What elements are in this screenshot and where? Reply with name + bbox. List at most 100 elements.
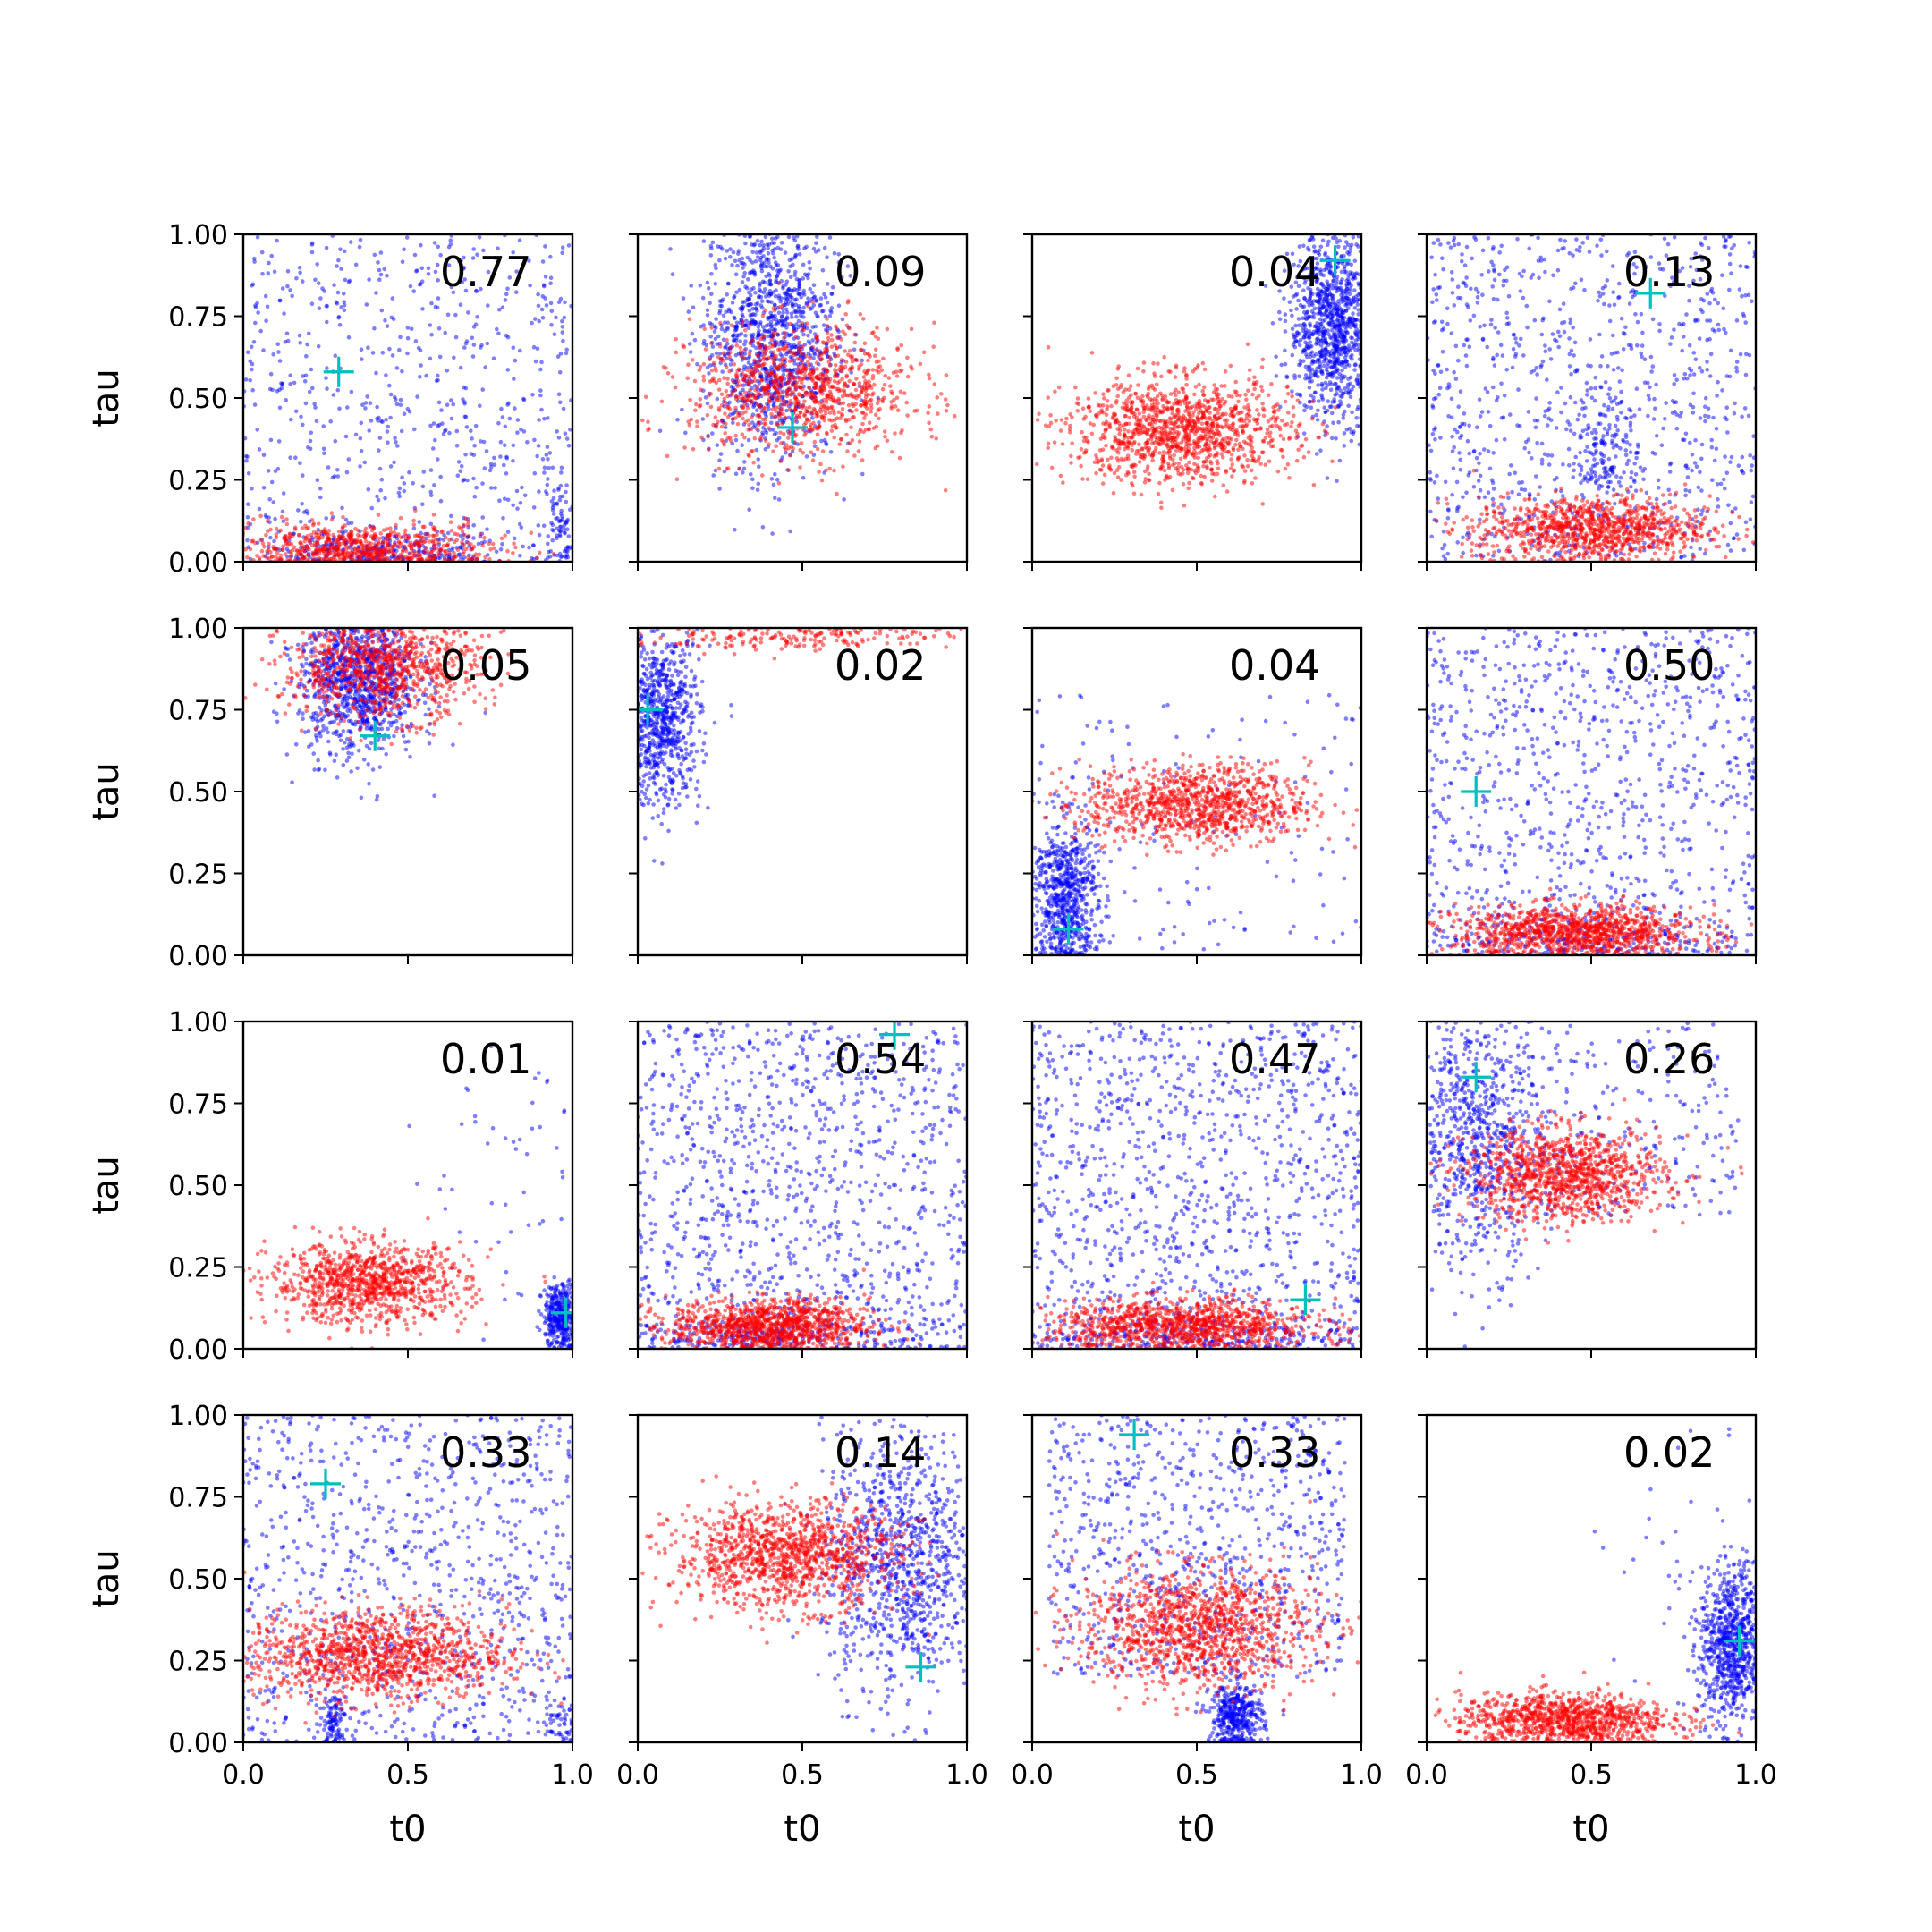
blue-series-point bbox=[811, 283, 817, 288]
blue-series-point bbox=[718, 360, 723, 366]
blue-series-point bbox=[479, 439, 483, 444]
blue-series-point bbox=[1308, 295, 1313, 300]
red-series-point bbox=[416, 544, 421, 548]
red-series-point bbox=[354, 537, 360, 542]
blue-series-point bbox=[817, 248, 821, 252]
blue-series-point bbox=[453, 335, 459, 340]
red-series-point bbox=[814, 411, 819, 416]
blue-series-point bbox=[746, 277, 750, 282]
blue-series-point bbox=[1283, 312, 1288, 317]
blue-series-point bbox=[759, 239, 764, 244]
blue-series-point bbox=[1326, 328, 1330, 333]
blue-series-point bbox=[784, 321, 790, 326]
blue-series-point bbox=[717, 487, 722, 491]
red-series-point bbox=[793, 418, 798, 422]
red-series-point bbox=[844, 384, 850, 389]
red-series-point bbox=[246, 521, 250, 526]
blue-series-point bbox=[1348, 394, 1353, 400]
blue-series-point bbox=[754, 345, 758, 351]
blue-series-point bbox=[766, 315, 770, 320]
red-series-point bbox=[792, 408, 798, 412]
red-series-point bbox=[839, 358, 844, 362]
red-series-point bbox=[275, 550, 280, 555]
blue-series-point bbox=[781, 322, 786, 327]
blue-series-point bbox=[760, 279, 766, 284]
blue-series-point bbox=[390, 296, 395, 301]
blue-series-point bbox=[555, 515, 560, 521]
blue-series-point bbox=[1320, 238, 1326, 243]
blue-series-point bbox=[388, 392, 394, 397]
blue-series-point bbox=[811, 295, 817, 300]
y-tick-label: 0.00 bbox=[168, 547, 228, 579]
red-series-point bbox=[292, 527, 298, 531]
blue-series-point bbox=[1344, 296, 1350, 301]
blue-series-point bbox=[525, 440, 530, 445]
red-series-point bbox=[381, 528, 386, 532]
blue-series-point bbox=[745, 255, 750, 260]
blue-series-point bbox=[300, 501, 305, 506]
blue-series-point bbox=[750, 477, 755, 482]
blue-series-point bbox=[298, 461, 302, 465]
red-series-point bbox=[387, 536, 392, 541]
red-series-point bbox=[825, 330, 830, 335]
blue-series-point bbox=[784, 450, 788, 455]
red-series-point bbox=[349, 541, 354, 547]
red-series-point bbox=[820, 392, 825, 396]
red-series-point bbox=[391, 544, 395, 549]
blue-series-point bbox=[1349, 438, 1354, 444]
red-series-point bbox=[687, 422, 692, 428]
blue-series-point bbox=[383, 318, 387, 323]
blue-series-point bbox=[1312, 306, 1318, 311]
blue-series-point bbox=[445, 312, 451, 318]
blue-series-point bbox=[830, 284, 835, 290]
blue-series-point bbox=[758, 263, 764, 268]
red-series-point bbox=[771, 330, 776, 335]
red-series-point bbox=[431, 533, 436, 538]
red-series-point bbox=[815, 367, 819, 371]
red-series-point bbox=[815, 446, 820, 452]
blue-series-point bbox=[439, 408, 444, 412]
red-series-point bbox=[882, 383, 887, 387]
red-series-point bbox=[810, 378, 815, 383]
red-series-point bbox=[284, 521, 290, 527]
blue-series-point bbox=[1334, 236, 1338, 241]
red-series-point bbox=[431, 525, 436, 530]
red-series-point bbox=[727, 354, 732, 360]
red-series-point bbox=[817, 470, 821, 474]
blue-series-point bbox=[458, 365, 463, 370]
blue-series-point bbox=[309, 367, 314, 372]
blue-series-point bbox=[1290, 352, 1295, 358]
blue-series-point bbox=[1314, 330, 1318, 335]
blue-series-point bbox=[1318, 269, 1323, 275]
blue-series-point bbox=[536, 523, 541, 528]
red-series-point bbox=[775, 422, 780, 427]
blue-series-point bbox=[426, 266, 431, 271]
red-series-point bbox=[840, 377, 844, 382]
red-series-point bbox=[829, 333, 834, 337]
blue-series-point bbox=[1283, 348, 1287, 353]
blue-series-point bbox=[269, 479, 275, 485]
red-series-point bbox=[867, 420, 872, 426]
red-series-point bbox=[422, 524, 427, 530]
blue-series-point bbox=[417, 520, 422, 524]
blue-series-point bbox=[335, 301, 340, 306]
blue-series-point bbox=[325, 303, 330, 309]
blue-series-point bbox=[506, 401, 511, 406]
blue-series-point bbox=[1356, 312, 1360, 317]
red-series-point bbox=[758, 404, 762, 409]
blue-series-point bbox=[546, 534, 550, 538]
red-series-point bbox=[861, 402, 867, 407]
red-series-point bbox=[921, 350, 927, 355]
blue-series-point bbox=[562, 315, 567, 320]
blue-series-point bbox=[484, 449, 489, 453]
red-series-point bbox=[777, 304, 783, 309]
blue-series-point bbox=[554, 315, 558, 320]
blue-series-point bbox=[367, 428, 372, 433]
blue-series-point bbox=[808, 329, 813, 334]
blue-series-point bbox=[825, 255, 829, 260]
blue-series-point bbox=[541, 523, 547, 529]
blue-series-point bbox=[750, 312, 756, 317]
blue-series-point bbox=[790, 315, 794, 319]
blue-series-point bbox=[717, 299, 723, 303]
